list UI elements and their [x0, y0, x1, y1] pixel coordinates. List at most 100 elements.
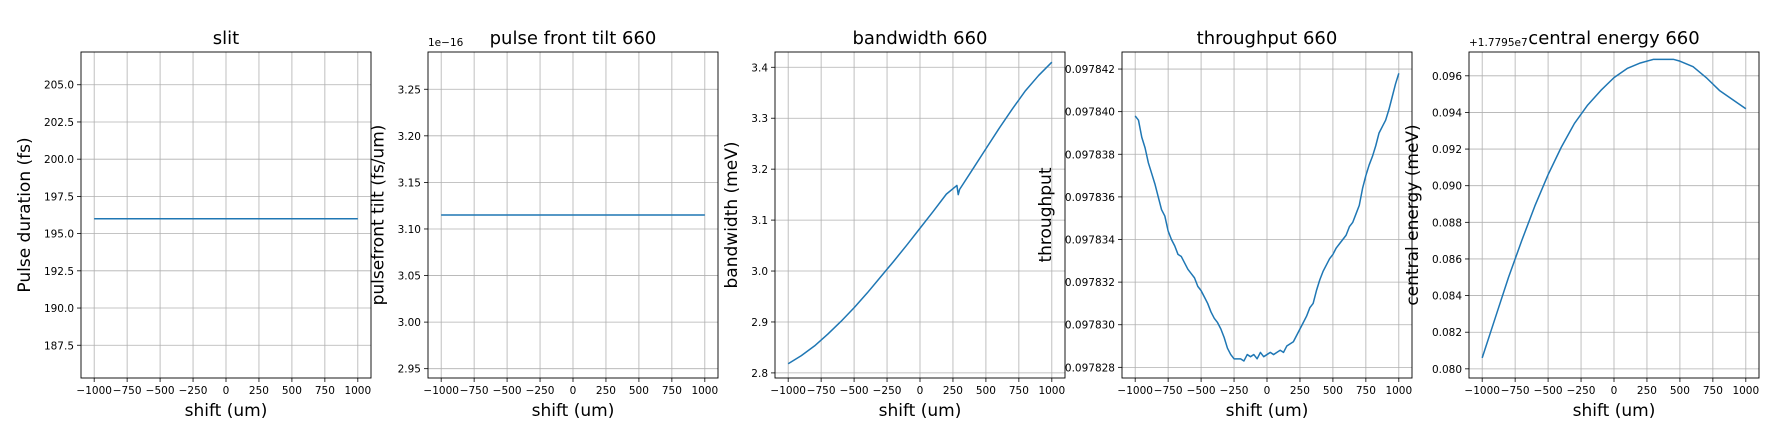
y-tick-label: 0.096: [1432, 71, 1462, 83]
axes-frame: [1121, 51, 1413, 379]
x-tick-label: 1000: [1732, 385, 1759, 397]
y-axis-label: pulsefront tilt (fs/um): [369, 125, 389, 306]
x-tick-label: 0: [570, 385, 577, 397]
x-tick-label: 0: [1611, 385, 1618, 397]
x-tick-label: 1000: [1385, 385, 1412, 397]
chart-title: bandwidth 660: [853, 28, 988, 49]
y-tick-label: 0.092: [1432, 144, 1462, 156]
y-tick-label: 0.086: [1432, 254, 1462, 266]
x-tick-label: 500: [1670, 385, 1690, 397]
x-axis-label: shift (um): [1573, 401, 1656, 421]
y-tick-label: 197.5: [44, 191, 74, 203]
x-tick-label: 750: [1356, 385, 1376, 397]
y-tick-label: 0.097834: [1065, 235, 1115, 247]
x-tick-label: 0: [223, 385, 230, 397]
x-tick-label: 500: [1323, 385, 1343, 397]
axes-frame: [1468, 51, 1760, 379]
y-tick-label: 200.0: [44, 154, 74, 166]
x-tick-label: −1000: [423, 385, 459, 397]
y-tick-label: 3.10: [398, 224, 421, 236]
x-tick-label: −500: [146, 385, 175, 397]
x-tick-label: −1000: [76, 385, 112, 397]
chart-3: −1000 −750 −500 −250 0 250 500 750 1000 2.8 2.9 3.0…: [722, 28, 1066, 421]
y-tick-label: 190.0: [44, 303, 74, 315]
y-tick-label: 0.084: [1432, 291, 1462, 303]
chart-2: −1000 −750 −500 −250 0 250 500 750 1000 2.95 3.00 3…: [369, 28, 719, 421]
chart-title: slit: [213, 28, 239, 49]
x-tick-label: −500: [1534, 385, 1563, 397]
x-tick-label: −1000: [1464, 385, 1500, 397]
y-tick-label: 205.0: [44, 80, 74, 92]
x-tick-label: −250: [179, 385, 208, 397]
x-tick-label: −750: [113, 385, 142, 397]
y-tick-label: 3.4: [751, 62, 768, 74]
y-tick-label: 3.05: [398, 271, 421, 283]
x-tick-label: −1000: [1117, 385, 1153, 397]
x-tick-label: 1000: [344, 385, 371, 397]
x-tick-label: 750: [1703, 385, 1723, 397]
y-tick-label: 0.082: [1432, 327, 1462, 339]
y-tick-label: 0.097828: [1065, 362, 1115, 374]
chart-4: −1000 −750 −500 −250 0 250 500 750 10000.0978280…: [1036, 28, 1413, 421]
y-tick-label: 0.097830: [1065, 320, 1115, 332]
chart-1: −1000 −750 −500 −250 0 250 500 750 1000 187.5 190.…: [15, 28, 372, 421]
y-tick-label: 3.00: [398, 317, 421, 329]
x-tick-label: −750: [807, 385, 836, 397]
chart-title: pulse front tilt 660: [490, 28, 657, 49]
x-tick-label: 250: [1290, 385, 1310, 397]
y-tick-label: 187.5: [44, 340, 74, 352]
x-tick-label: −500: [1187, 385, 1216, 397]
axes-frame: [427, 51, 719, 379]
x-axis-label: shift (um): [1226, 401, 1309, 421]
axes-frame: [774, 51, 1066, 379]
x-tick-label: 750: [1009, 385, 1029, 397]
y-tick-label: 192.5: [44, 266, 74, 278]
x-tick-label: 1000: [1038, 385, 1065, 397]
axis-offset-text: 1e−16: [428, 37, 464, 49]
y-tick-label: 0.090: [1432, 181, 1462, 193]
y-tick-label: 3.1: [751, 215, 768, 227]
series-line: [787, 61, 1053, 365]
x-tick-label: 250: [249, 385, 269, 397]
y-tick-label: 0.094: [1432, 107, 1462, 119]
series-line: [1481, 58, 1747, 359]
x-axis-label: shift (um): [879, 401, 962, 421]
x-tick-label: −250: [1567, 385, 1596, 397]
x-tick-label: 250: [1637, 385, 1657, 397]
y-tick-label: 3.3: [751, 113, 768, 125]
y-tick-label: 3.0: [751, 266, 768, 278]
y-tick-label: 2.9: [751, 317, 768, 329]
x-tick-label: −250: [526, 385, 555, 397]
y-tick-label: 0.097832: [1065, 277, 1115, 289]
x-tick-label: 250: [943, 385, 963, 397]
x-tick-label: −250: [873, 385, 902, 397]
x-tick-label: 500: [629, 385, 649, 397]
x-tick-label: −750: [460, 385, 489, 397]
y-axis-label: throughput: [1036, 167, 1056, 262]
x-tick-label: 0: [1264, 385, 1271, 397]
y-tick-label: 0.097836: [1065, 192, 1115, 204]
x-tick-label: 1000: [691, 385, 718, 397]
y-tick-label: 0.097842: [1065, 64, 1115, 76]
axes-frame: [80, 51, 372, 379]
x-tick-label: −1000: [770, 385, 806, 397]
y-tick-label: 0.097840: [1065, 107, 1115, 119]
x-tick-label: −500: [493, 385, 522, 397]
x-tick-label: −500: [840, 385, 869, 397]
axis-offset-text: +1.7795e7: [1469, 37, 1528, 49]
y-axis-label: bandwidth (meV): [722, 142, 742, 289]
y-tick-label: 0.080: [1432, 364, 1462, 376]
x-tick-label: 250: [596, 385, 616, 397]
x-axis-label: shift (um): [532, 401, 615, 421]
x-tick-label: −250: [1220, 385, 1249, 397]
y-tick-label: 2.95: [398, 364, 421, 376]
y-tick-label: 3.25: [398, 84, 421, 96]
chart-5: −1000 −750 −500 −250 0 250 500 750 1000 0.080 0.08…: [1403, 28, 1760, 421]
x-tick-label: −750: [1154, 385, 1183, 397]
y-tick-label: 3.2: [751, 164, 768, 176]
chart-title: central energy 660: [1528, 28, 1699, 49]
x-tick-label: 750: [315, 385, 335, 397]
x-tick-label: −750: [1501, 385, 1530, 397]
x-tick-label: 500: [976, 385, 996, 397]
